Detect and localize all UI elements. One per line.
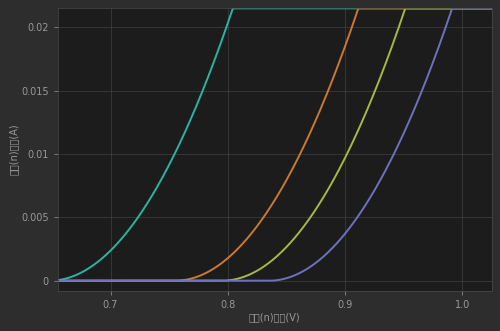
Y-axis label: 漏极(n)电流(A): 漏极(n)电流(A) bbox=[8, 124, 18, 175]
X-axis label: 栏源(n)电压(V): 栏源(n)电压(V) bbox=[249, 313, 300, 323]
